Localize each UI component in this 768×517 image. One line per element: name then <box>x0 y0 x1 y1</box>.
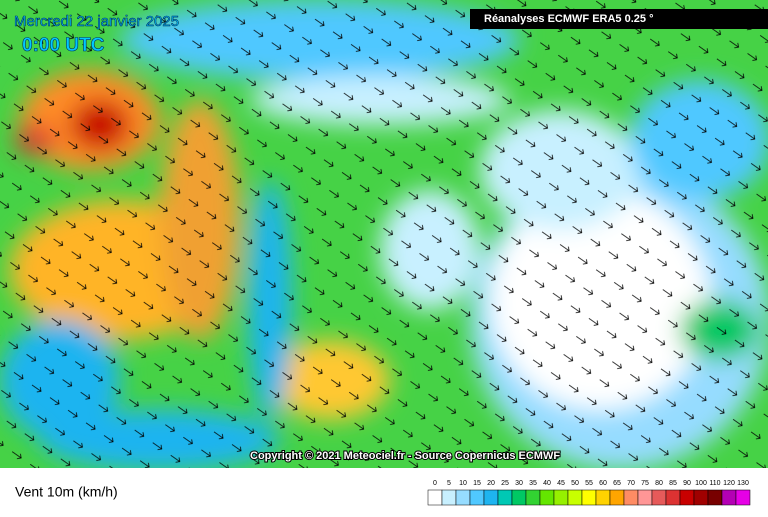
color-swatch <box>735 489 751 506</box>
scale-label: 100 <box>695 480 707 487</box>
color-swatch <box>609 489 625 506</box>
color-swatch <box>665 489 681 506</box>
scale-label: 60 <box>599 480 607 487</box>
color-swatch <box>553 489 569 506</box>
color-swatch <box>469 489 485 506</box>
color-swatch <box>721 489 737 506</box>
color-swatch <box>595 489 611 506</box>
scale-label: 30 <box>515 480 523 487</box>
color-swatch <box>455 489 471 506</box>
scale-label: 70 <box>627 480 635 487</box>
scale-label: 15 <box>473 480 481 487</box>
scale-label: 110 <box>709 480 720 487</box>
scale-label: 40 <box>543 480 551 487</box>
scale-label: 25 <box>501 480 509 487</box>
scale-label: 85 <box>669 480 677 487</box>
wind-field <box>0 0 768 470</box>
scale-label: 130 <box>737 480 749 487</box>
color-scale: 0 5 10 15 20 25 30 35 40 45 50 55 60 65 70 75 80 85 90 100 1… <box>427 480 751 506</box>
color-swatch <box>497 489 513 506</box>
source: Réanalyses ECMWF ERA5 0.25 ° <box>484 13 653 25</box>
scale-label: 5 <box>447 480 451 487</box>
scale-label: 20 <box>487 480 495 487</box>
color-swatch <box>693 489 709 506</box>
color-swatch <box>637 489 653 506</box>
color-swatch <box>483 489 499 506</box>
color-swatch <box>567 489 583 506</box>
scale-label: 0 <box>433 480 437 487</box>
scale-label: 55 <box>585 480 593 487</box>
scale-label: 10 <box>459 480 467 487</box>
color-swatch <box>539 489 555 506</box>
color-swatch <box>581 489 597 506</box>
scale-label: 35 <box>529 480 537 487</box>
source-box <box>470 9 768 29</box>
scale-label: 75 <box>641 480 649 487</box>
color-swatch <box>427 489 443 506</box>
color-swatch <box>679 489 695 506</box>
time: 0:00 UTC <box>22 35 105 56</box>
scale-label: 80 <box>655 480 663 487</box>
color-swatch <box>651 489 667 506</box>
color-swatch <box>511 489 527 506</box>
color-swatch <box>441 489 457 506</box>
scale-label: 90 <box>683 480 691 487</box>
color-swatch <box>707 489 723 506</box>
title: Mercredi 22 janvier 2025 <box>14 13 179 30</box>
color-swatch <box>525 489 541 506</box>
color-swatch <box>623 489 639 506</box>
copyright: Copyright © 2021 Meteociel.fr - Source C… <box>250 450 560 462</box>
scale-label: 120 <box>723 480 735 487</box>
scale-label: 65 <box>613 480 621 487</box>
scale-label: 45 <box>557 480 565 487</box>
scale-label: 50 <box>571 480 579 487</box>
legend-label: Vent 10m (km/h) <box>15 484 118 500</box>
